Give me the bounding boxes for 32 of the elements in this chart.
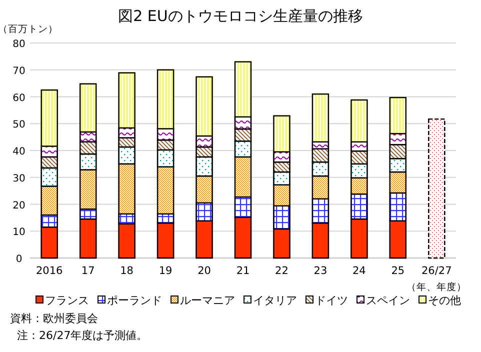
legend-label: スペイン bbox=[366, 294, 410, 307]
y-tick-label: 80 bbox=[12, 39, 26, 50]
x-tick-label: 23 bbox=[314, 265, 328, 277]
y-tick-label: 50 bbox=[12, 120, 26, 131]
legend-label: ルーマニア bbox=[180, 294, 235, 307]
text: 注：26/27年度は予測値。 bbox=[17, 329, 148, 342]
chart-title: 図2 EUのトウモロコシ生産量の推移 bbox=[118, 7, 363, 25]
x-tick-label: 2016 bbox=[36, 265, 64, 277]
x-tick-label: 25 bbox=[391, 265, 405, 277]
legend-label: イタリア bbox=[253, 294, 297, 307]
text: 資料：欧州委員会 bbox=[10, 312, 98, 325]
x-tick-label: 17 bbox=[81, 265, 95, 277]
x-tick-label: 22 bbox=[275, 265, 288, 277]
y-tick-label: 60 bbox=[12, 92, 26, 104]
x-tick-label: 24 bbox=[352, 265, 366, 277]
y-tick-label: 40 bbox=[12, 146, 26, 158]
legend-label: ポーランド bbox=[107, 294, 162, 307]
x-tick-label: 18 bbox=[120, 265, 134, 277]
x-tick-label: 20 bbox=[198, 265, 211, 277]
y-tick-label: 30 bbox=[12, 173, 26, 184]
y-tick-label: 20 bbox=[12, 200, 26, 212]
y-axis-title: （百万トン） bbox=[0, 24, 58, 35]
legend-label: ドイツ bbox=[315, 294, 348, 307]
y-tick-label: 70 bbox=[12, 66, 26, 77]
x-tick-label: 26/27 bbox=[422, 265, 452, 277]
legend-label: フランス bbox=[45, 294, 89, 307]
legend-label: その他 bbox=[428, 294, 461, 307]
x-tick-label: 19 bbox=[158, 265, 172, 277]
x-tick-label: 21 bbox=[236, 265, 250, 277]
x-axis-title: （年、年度） bbox=[406, 281, 467, 293]
y-tick-label: 0 bbox=[16, 254, 22, 265]
y-tick-label: 10 bbox=[12, 227, 26, 238]
